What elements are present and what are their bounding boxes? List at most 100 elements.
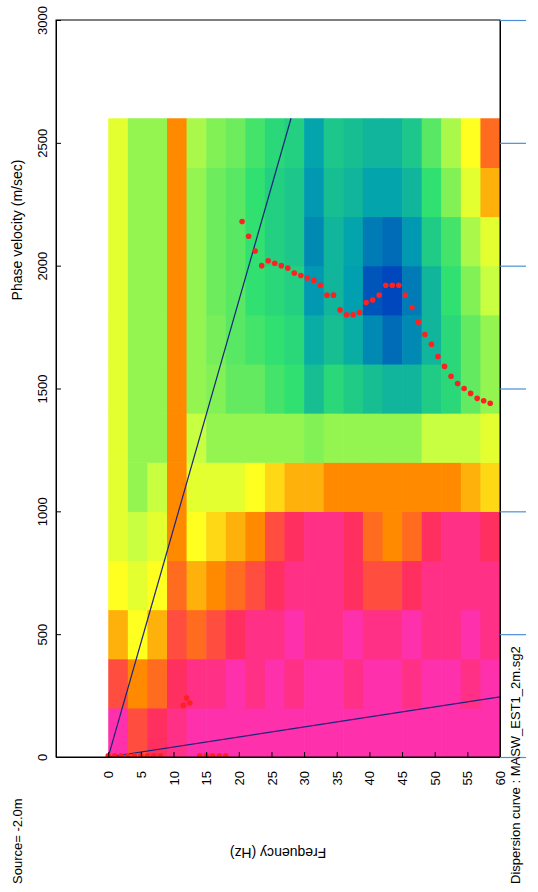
heatmap-cell xyxy=(480,462,500,512)
heatmap-cell xyxy=(382,413,402,463)
heatmap-cell xyxy=(422,511,442,561)
heatmap-cell xyxy=(304,364,324,414)
dispersion-point xyxy=(252,248,258,254)
dispersion-point xyxy=(203,753,209,757)
heatmap-cell xyxy=(226,118,246,168)
heatmap-cell xyxy=(187,364,207,414)
heatmap-cell xyxy=(324,118,344,168)
heatmap-cell xyxy=(363,364,383,414)
heatmap-cell xyxy=(206,217,226,267)
y-tick: 500 xyxy=(35,624,61,646)
dispersion-point xyxy=(403,292,409,298)
heatmap-cell xyxy=(128,659,148,709)
heatmap-cell xyxy=(480,708,500,757)
heatmap-cell xyxy=(382,560,402,610)
dispersion-point xyxy=(331,292,337,298)
dispersion-point xyxy=(422,332,428,338)
dispersion-point xyxy=(210,753,216,757)
heatmap-cell xyxy=(128,511,148,561)
heatmap-cell xyxy=(128,708,148,757)
heatmap-cell xyxy=(441,315,461,365)
heatmap-cell xyxy=(461,462,481,512)
heatmap-cell xyxy=(324,462,344,512)
heatmap-cell xyxy=(304,167,324,217)
chart-title: Dispersion curve : MASW_EST1_2m.sg2 xyxy=(508,646,523,884)
heatmap-cell xyxy=(363,511,383,561)
x-tick: 30 xyxy=(297,752,312,785)
heatmap-cell xyxy=(304,659,324,709)
heatmap-cell xyxy=(245,167,265,217)
heatmap-cell xyxy=(382,118,402,168)
x-tick-label: 25 xyxy=(265,771,280,785)
heatmap-cell xyxy=(382,315,402,365)
heatmap-cell xyxy=(441,708,461,757)
dispersion-point xyxy=(158,753,164,757)
x-tick-label: 35 xyxy=(330,771,345,785)
heatmap-cell xyxy=(108,364,128,414)
heatmap-cell xyxy=(108,217,128,267)
heatmap-cell xyxy=(206,708,226,757)
dispersion-point xyxy=(184,695,190,701)
heatmap-cell xyxy=(167,560,187,610)
heatmap-cell xyxy=(187,708,207,757)
heatmap-cell xyxy=(128,462,148,512)
heatmap-cell xyxy=(480,266,500,316)
x-tick: 15 xyxy=(199,752,214,785)
heatmap-cell xyxy=(402,462,422,512)
x-tick-mark xyxy=(271,752,272,757)
x-tick-label: 45 xyxy=(395,771,410,785)
dispersion-point xyxy=(318,283,324,289)
heatmap-cell xyxy=(206,511,226,561)
heatmap-cell xyxy=(187,511,207,561)
dispersion-point xyxy=(187,700,193,706)
heatmap-cell xyxy=(441,118,461,168)
heatmap-cell xyxy=(206,560,226,610)
heatmap-cell xyxy=(128,118,148,168)
heatmap-cell xyxy=(461,217,481,267)
y-tick-mark xyxy=(56,511,61,512)
heatmap-cell xyxy=(285,610,305,660)
heatmap-cell xyxy=(461,266,481,316)
heatmap-cell xyxy=(108,462,128,512)
heatmap-cell xyxy=(285,462,305,512)
dispersion-point xyxy=(265,258,271,264)
heatmap-cell xyxy=(108,708,128,757)
heatmap-cell xyxy=(441,266,461,316)
annotation: Source= -2.0m xyxy=(10,798,25,884)
heatmap-cell xyxy=(304,511,324,561)
heatmap-cell xyxy=(285,217,305,267)
heatmap-cell xyxy=(226,462,246,512)
heatmap-cell xyxy=(402,315,422,365)
heatmap-cell xyxy=(343,462,363,512)
heatmap-cell xyxy=(343,511,363,561)
dispersion-point xyxy=(246,233,252,239)
heatmap-cell xyxy=(206,610,226,660)
heatmap-cell xyxy=(285,266,305,316)
heatmap-cell xyxy=(324,266,344,316)
heatmap-cell xyxy=(167,118,187,168)
heatmap-cell xyxy=(422,217,442,267)
dispersion-point xyxy=(272,260,278,266)
heatmap-cell xyxy=(363,118,383,168)
y-tick: 2000 xyxy=(35,252,61,281)
dispersion-point xyxy=(285,265,291,271)
heatmap-cell xyxy=(245,364,265,414)
heatmap-cell xyxy=(461,610,481,660)
heatmap-cell xyxy=(206,315,226,365)
heatmap-cell xyxy=(245,659,265,709)
heatmap-cell xyxy=(441,167,461,217)
heatmap-cell xyxy=(167,610,187,660)
heatmap-cell xyxy=(285,511,305,561)
heatmap-cell xyxy=(382,511,402,561)
dispersion-point xyxy=(455,381,461,387)
heatmap-cell xyxy=(128,217,148,267)
heatmap-cell xyxy=(480,167,500,217)
heatmap-cell xyxy=(285,708,305,757)
heatmap-cell xyxy=(382,167,402,217)
heatmap-cell xyxy=(324,708,344,757)
heatmap-cell xyxy=(206,659,226,709)
x-tick: 10 xyxy=(167,752,182,785)
heatmap-cell xyxy=(187,413,207,463)
heatmap-cell xyxy=(402,364,422,414)
heatmap-cell xyxy=(187,315,207,365)
